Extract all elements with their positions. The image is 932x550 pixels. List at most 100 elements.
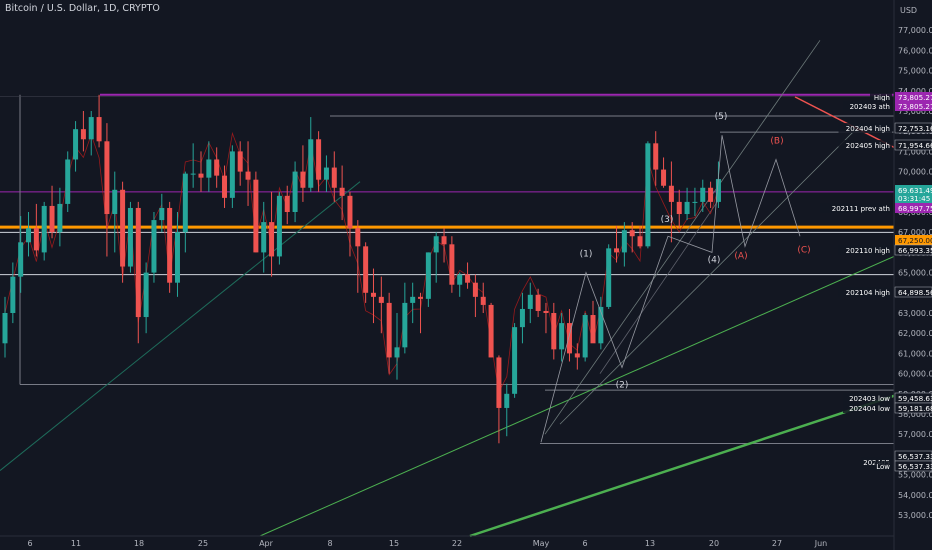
- candle-body: [229, 151, 235, 198]
- candle-body: [127, 207, 133, 267]
- price-tick-label: 65,000.00: [898, 269, 932, 278]
- level-label-bg: [874, 461, 892, 471]
- candle-body: [300, 171, 306, 188]
- candle-body: [684, 201, 690, 215]
- candle-body: [151, 220, 157, 273]
- candle-body: [323, 167, 329, 180]
- time-tick-label: May: [533, 539, 550, 548]
- price-tick-label: 61,000.00: [898, 349, 932, 358]
- level-label-bg: [838, 245, 892, 255]
- trend-line: [794, 96, 895, 149]
- level-label-bg: [843, 101, 892, 111]
- candle-body: [715, 179, 721, 202]
- price-tag: [894, 402, 932, 414]
- candle-body: [65, 159, 71, 204]
- time-tick-label: 25: [198, 539, 208, 548]
- candle-body: [167, 207, 173, 283]
- time-tick-label: Jun: [814, 539, 828, 548]
- candle-body: [590, 315, 596, 344]
- time-tick-label: 13: [645, 539, 655, 548]
- candle-body: [543, 310, 549, 313]
- trend-line: [559, 124, 861, 425]
- candle-body: [104, 141, 110, 215]
- candle-body: [363, 246, 369, 293]
- candle-body: [80, 129, 86, 140]
- wave-label: (1): [580, 249, 593, 259]
- time-axis[interactable]: 6 11 18 25 Apr 8 15 22 May 6 13 20 27 Jun: [0, 535, 894, 548]
- wave-label: (A): [734, 251, 747, 261]
- candle-body: [182, 173, 188, 233]
- candle-body: [425, 252, 431, 299]
- level-label-bg: [820, 203, 892, 213]
- candle-body: [394, 347, 400, 358]
- candle-body: [370, 292, 376, 297]
- candle-body: [339, 187, 345, 196]
- time-tick-label: 18: [134, 539, 144, 548]
- price-tag: [894, 244, 932, 256]
- time-tick-label: 11: [71, 539, 81, 548]
- candle-body: [49, 205, 55, 233]
- candle-body: [120, 189, 126, 267]
- candle-body: [33, 228, 39, 251]
- level-label: 202405 high: [846, 142, 890, 150]
- candle-body: [566, 323, 572, 354]
- price-tick-label: 75,000.00: [898, 67, 932, 76]
- price-tag-value: 73,805.27: [898, 102, 932, 111]
- candle-body: [198, 173, 204, 178]
- price-tag-value: 64,898.56: [898, 288, 932, 297]
- candle-body: [661, 169, 667, 186]
- candle-body: [637, 236, 643, 247]
- trend-line: [599, 197, 721, 374]
- candle-body: [551, 313, 557, 350]
- level-label: 202111 prev ath: [832, 205, 890, 213]
- candle-body: [386, 302, 392, 358]
- wave-label: (C): [797, 245, 810, 255]
- wave-label: (5): [715, 112, 728, 122]
- candle-body: [645, 143, 651, 247]
- price-tick-label: 53,000.00: [898, 511, 932, 520]
- candle-body: [316, 139, 322, 180]
- wave-label: (B): [770, 136, 783, 146]
- candle-body: [261, 222, 267, 253]
- price-tag-value: 72,753.16: [898, 124, 932, 133]
- candle-body: [112, 189, 118, 215]
- time-tick-label: 8: [327, 539, 332, 548]
- price-tag-value: 68,997.75: [898, 204, 932, 213]
- price-tick-label: 62,000.00: [898, 329, 932, 338]
- level-label-bg: [838, 123, 892, 133]
- time-tick-label: 6: [582, 539, 587, 548]
- candles[interactable]: [2, 94, 721, 444]
- level-label-bg: [838, 287, 892, 297]
- price-tag-value: 59,458.63: [898, 394, 932, 403]
- candle-body: [449, 244, 455, 285]
- candle-body: [190, 173, 196, 175]
- candle-body: [496, 357, 502, 408]
- time-tick-label: 22: [452, 539, 462, 548]
- price-tag-value: 56,537.33: [898, 452, 932, 461]
- candle-body: [284, 195, 290, 212]
- trend-line: [469, 394, 895, 538]
- time-tick-label: 20: [709, 539, 719, 548]
- time-tick-label: Apr: [259, 539, 274, 548]
- price-tag: [894, 460, 932, 472]
- candle-body: [472, 282, 478, 297]
- candle-body: [378, 296, 384, 303]
- trend-line: [0, 181, 361, 471]
- candle-body: [559, 323, 565, 350]
- candle-body: [88, 117, 94, 140]
- candle-body: [418, 296, 424, 299]
- candle-body: [457, 274, 463, 285]
- price-tag-value: 71,954.66: [898, 141, 932, 150]
- candle-body: [96, 117, 102, 142]
- price-tick-label: 58,000.00: [898, 410, 932, 419]
- level-label: Low: [876, 463, 890, 471]
- time-tick-label: 27: [772, 539, 782, 548]
- candle-body: [222, 175, 228, 198]
- candle-body: [174, 232, 180, 283]
- price-tag-value: 66,993.35: [898, 246, 932, 255]
- moving-average-line: [4, 131, 719, 394]
- price-tick-label: 74,000.00: [898, 87, 932, 96]
- candle-body: [621, 230, 627, 253]
